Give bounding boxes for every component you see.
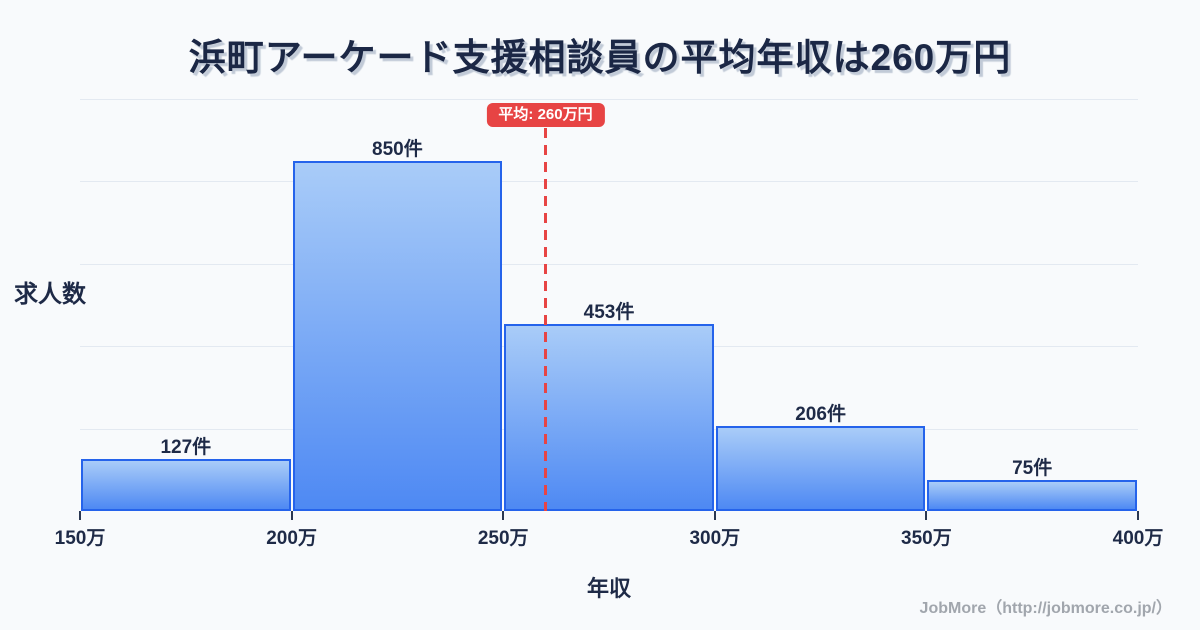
x-axis-tick [925,511,928,520]
chart-title: 浜町アーケード支援相談員の平均年収は260万円 [188,37,1012,78]
x-axis-tick-label: 200万 [266,528,317,549]
bar [81,458,291,511]
bar-value-label: 75件 [1012,458,1053,480]
average-badge: 平均: 260万円 [486,103,605,127]
gridline [80,99,1138,100]
gridline [80,263,1138,265]
x-axis-tick [502,511,505,520]
x-axis-tick-label: 400万 [1112,528,1164,549]
x-axis-tick [79,511,81,520]
x-axis-tick [290,511,293,520]
bar-value-label: 206件 [795,404,846,426]
x-axis-tick [1137,511,1139,520]
x-axis-tick-label: 150万 [54,528,106,549]
bar-value-label: 850件 [372,138,423,160]
bar [927,480,1137,511]
x-axis-tick [713,511,716,520]
gridline [80,181,1138,183]
bar [715,426,926,511]
plot-area: 127件 850件 453件 206件 75件 平均: 260万円 150万 200万 25… [55,99,1163,549]
average-line [544,128,548,511]
x-axis-tick-label: 300万 [689,528,741,549]
credit-text: JobMore（http://jobmore.co.jp/） [919,600,1172,617]
bar-value-label: 127件 [160,436,212,458]
x-axis-tick-label: 350万 [901,528,952,549]
bar-value-label: 453件 [583,302,635,324]
x-axis-title: 年収 [586,576,631,601]
bar [504,324,714,511]
y-axis-title: 求人数 [14,281,86,308]
bar [292,160,503,511]
x-axis-tick-label: 250万 [477,528,529,549]
